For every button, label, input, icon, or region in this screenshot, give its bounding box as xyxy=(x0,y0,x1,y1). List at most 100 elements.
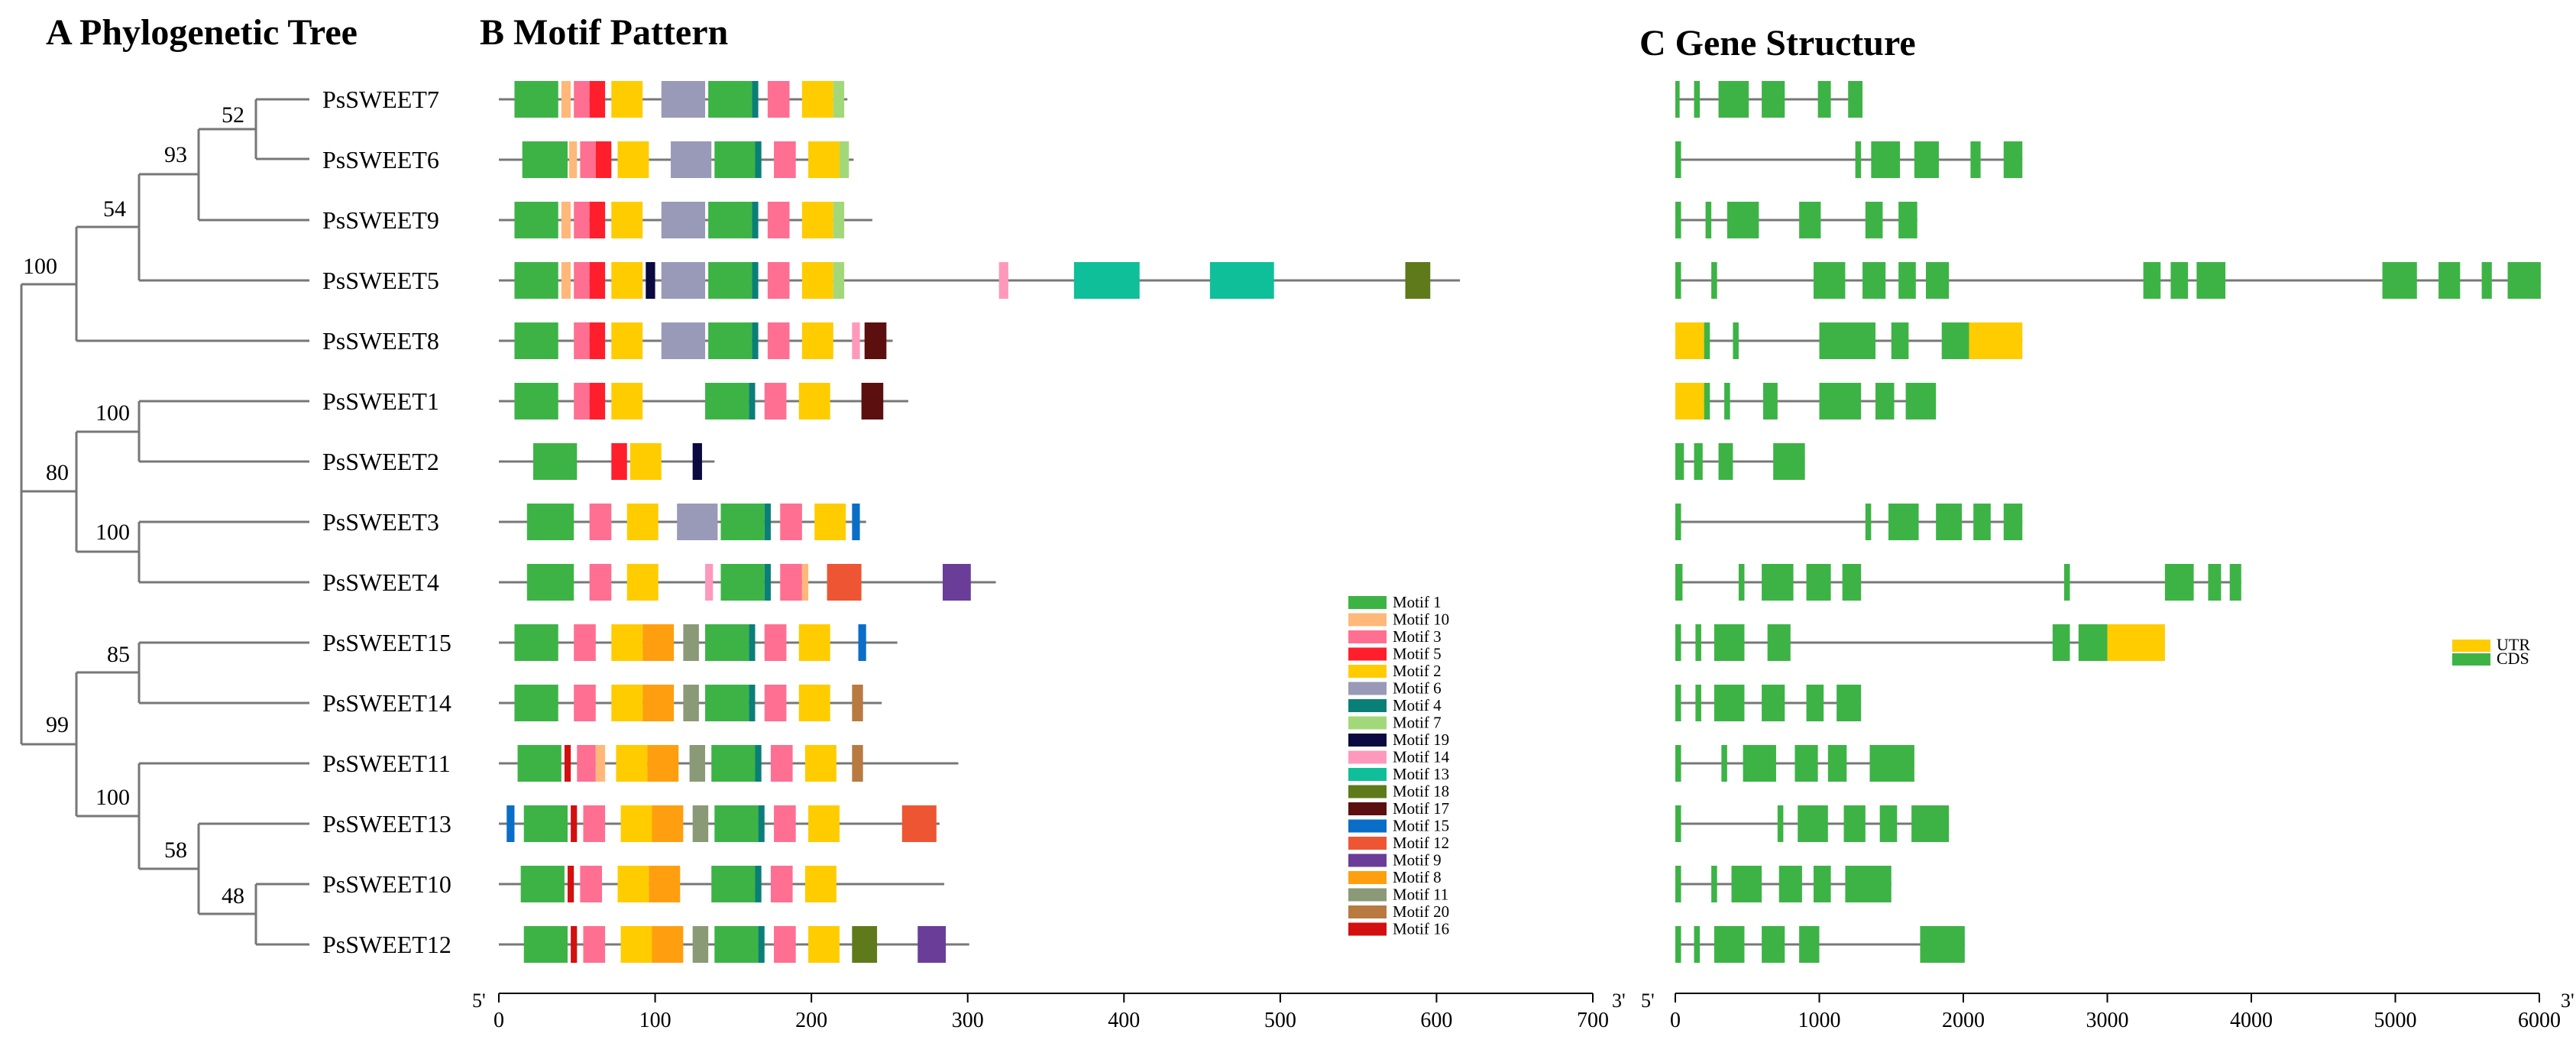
motif-4-box xyxy=(764,504,771,540)
legend-label-motif-14: Motif 14 xyxy=(1393,748,1450,766)
cds-box xyxy=(1845,866,1892,902)
cds-box xyxy=(1694,81,1701,118)
legend-label-motif-20: Motif 20 xyxy=(1393,902,1449,921)
cds-box xyxy=(1675,202,1681,238)
cds-box xyxy=(1799,926,1820,963)
motif-2-box xyxy=(626,564,659,601)
motif-13-box xyxy=(1209,262,1274,299)
motif-1-box xyxy=(708,202,752,238)
motif-10-box xyxy=(561,262,571,299)
motif-3-box xyxy=(574,383,590,419)
legend-swatch-motif-15 xyxy=(1348,819,1387,833)
motif-2-box xyxy=(611,202,643,238)
legend-swatch-motif-4 xyxy=(1348,699,1387,712)
bootstrap-label: 93 xyxy=(164,142,187,167)
cds-box xyxy=(1675,805,1681,842)
motif-1-box xyxy=(526,504,574,540)
cds-box xyxy=(1675,141,1681,178)
panel-title-c: C Gene Structure xyxy=(1639,23,1916,63)
legend-swatch-motif-5 xyxy=(1348,647,1387,661)
gene-label: PsSWEET8 xyxy=(322,327,439,355)
cds-box xyxy=(1905,383,1937,419)
phylogenetic-tree xyxy=(20,98,309,946)
motif-2-box xyxy=(620,805,652,842)
cds-box xyxy=(1675,624,1681,661)
motif-8-box xyxy=(649,866,681,902)
cds-box xyxy=(1675,745,1681,782)
motif-10-box xyxy=(801,564,809,601)
legend-swatch-motif-17 xyxy=(1348,802,1387,815)
motif-17-box xyxy=(864,322,887,359)
motif-3-box xyxy=(780,504,802,540)
tree-branch xyxy=(138,641,309,705)
cds-box xyxy=(1914,141,1939,178)
motif-4-box xyxy=(755,866,762,902)
cds-box xyxy=(1762,81,1785,118)
motif-13-box xyxy=(1073,262,1140,299)
legend-label-motif-12: Motif 12 xyxy=(1393,834,1449,852)
cds-box xyxy=(2196,262,2226,299)
cds-box xyxy=(1675,926,1681,963)
cds-box xyxy=(1848,81,1863,118)
motif-16-box xyxy=(564,745,571,782)
legend-label-motif-13: Motif 13 xyxy=(1393,765,1449,783)
cds-box xyxy=(1711,866,1717,902)
legend-label-motif-16: Motif 16 xyxy=(1393,920,1449,938)
bootstrap-label: 100 xyxy=(23,254,57,279)
cds-box xyxy=(2003,141,2023,178)
motif-1-box xyxy=(708,262,752,299)
utr-box xyxy=(1675,383,1704,419)
motif-2-box xyxy=(808,805,840,842)
motif-2-box xyxy=(617,866,649,902)
cds-box xyxy=(1973,504,1991,540)
motif-12-box xyxy=(901,805,937,842)
tree-branch xyxy=(254,98,309,160)
legend-swatch-motif-9 xyxy=(1348,854,1387,867)
cds-box xyxy=(2078,624,2108,661)
motif-1-box xyxy=(714,926,759,963)
motif-5-box xyxy=(589,322,606,359)
motif-1-box xyxy=(514,81,558,118)
motif-1-box xyxy=(514,383,558,419)
motif-2-box xyxy=(798,685,830,721)
cds-box xyxy=(1865,202,1883,238)
gene-legend: UTR CDS xyxy=(2452,635,2530,668)
cds-box xyxy=(1837,685,1862,721)
motif-9-box xyxy=(917,926,947,963)
motif-2-box xyxy=(620,926,652,963)
motif-7-box xyxy=(833,81,845,118)
motif-7-box xyxy=(833,262,845,299)
motif-10-box xyxy=(561,202,571,238)
motif-8-box xyxy=(652,805,684,842)
legend-label-motif-18: Motif 18 xyxy=(1393,782,1449,801)
motif-axis-tick-label: 0 xyxy=(494,1009,504,1032)
tree-branch xyxy=(138,173,309,282)
cds-box xyxy=(1694,443,1703,480)
cds-box xyxy=(1941,322,1969,359)
cds-box xyxy=(1920,926,1965,963)
motif-1-box xyxy=(514,624,558,661)
motif-axis-3prime: 3' xyxy=(1612,990,1626,1012)
motif-5-box xyxy=(595,141,612,178)
cds-box xyxy=(1911,805,1950,842)
motif-7-box xyxy=(839,141,849,178)
motif-15-box xyxy=(506,805,515,842)
cds-box xyxy=(1806,564,1831,601)
motif-2-box xyxy=(611,81,643,118)
cds-box xyxy=(1819,322,1876,359)
gene-axis-tick-label: 6000 xyxy=(2518,1009,2561,1032)
motif-3-box xyxy=(574,81,590,118)
motif-2-box xyxy=(629,443,662,480)
gene-label: PsSWEET15 xyxy=(322,629,451,656)
motif-14-box xyxy=(852,322,860,359)
motif-2-box xyxy=(611,685,643,721)
bootstrap-label: 48 xyxy=(222,883,244,909)
motif-11-box xyxy=(689,745,706,782)
motif-6-box xyxy=(661,81,706,118)
motif-8-box xyxy=(647,745,679,782)
gene-label: PsSWEET3 xyxy=(322,508,439,536)
legend-swatch-motif-11 xyxy=(1348,888,1387,902)
motif-20-box xyxy=(852,685,863,721)
gene-label: PsSWEET5 xyxy=(322,267,439,294)
cds-box xyxy=(1675,685,1681,721)
